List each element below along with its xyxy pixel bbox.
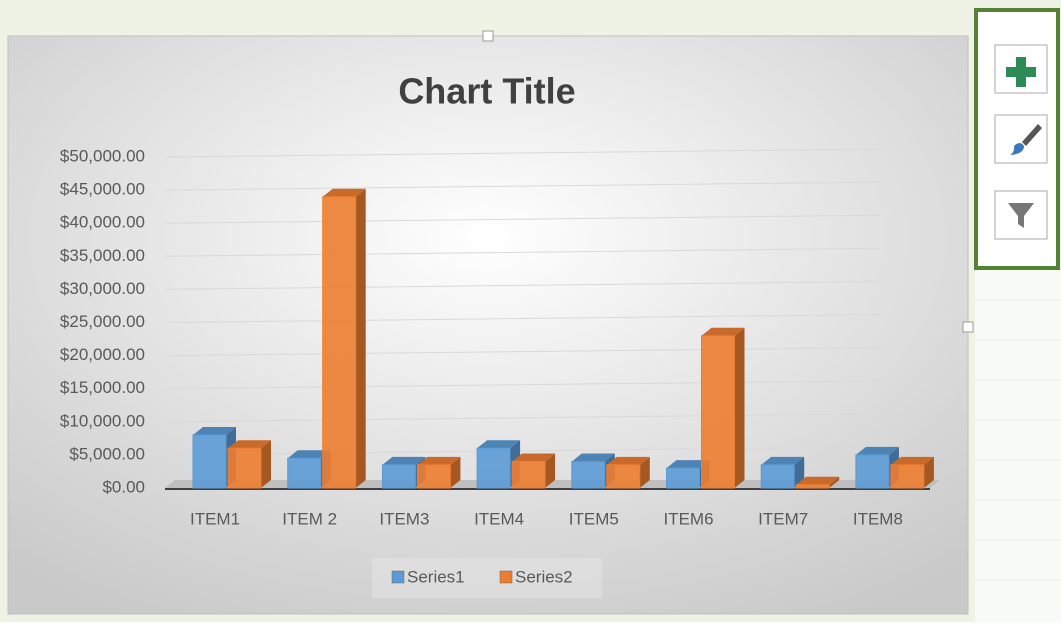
- resize-handle[interactable]: [483, 31, 493, 41]
- screen: Chart Title $0.00 $5,000.00 $10,000.00 $15,…: [0, 0, 1061, 622]
- bar: [477, 448, 510, 488]
- y-tick-label: $20,000.00: [60, 345, 145, 364]
- add-element-button[interactable]: [995, 45, 1047, 93]
- y-tick-label: $40,000.00: [60, 213, 145, 232]
- bar: [417, 465, 450, 488]
- page: Chart Title $0.00 $5,000.00 $10,000.00 $15,…: [0, 0, 1061, 627]
- resize-handle[interactable]: [963, 322, 973, 332]
- y-tick-label: $15,000.00: [60, 378, 145, 397]
- x-tick-label: ITEM3: [379, 509, 429, 528]
- x-tick-label: ITEM5: [569, 509, 619, 528]
- bar: [761, 465, 794, 488]
- x-tick-label: ITEM4: [474, 509, 524, 528]
- legend-label: Series1: [407, 567, 465, 586]
- legend-swatch: [500, 571, 512, 583]
- x-tick-label: ITEM1: [190, 509, 240, 528]
- x-tick-label: ITEM7: [758, 509, 808, 528]
- y-tick-label: $30,000.00: [60, 279, 145, 298]
- y-tick-label: $10,000.00: [60, 411, 145, 430]
- bar: [228, 448, 261, 488]
- y-tick-label: $45,000.00: [60, 180, 145, 199]
- bar: [667, 468, 700, 488]
- bar: [382, 465, 415, 488]
- bar: [607, 465, 640, 488]
- chart-title: Chart Title: [398, 71, 575, 112]
- sheet-area: [975, 270, 1061, 622]
- y-tick-label: $35,000.00: [60, 246, 145, 265]
- bar-side: [356, 189, 366, 488]
- legend-label: Series2: [515, 567, 573, 586]
- chart-filters-button[interactable]: [995, 191, 1047, 239]
- y-tick-label: $0.00: [102, 477, 145, 496]
- chart-styles-button[interactable]: [995, 115, 1047, 163]
- y-tick-label: $50,000.00: [60, 146, 145, 165]
- bar: [512, 462, 545, 488]
- bar-side: [735, 328, 745, 488]
- bar: [891, 465, 924, 488]
- bar: [288, 458, 321, 488]
- x-tick-label: ITEM6: [663, 509, 713, 528]
- x-tick-label: ITEM 2: [282, 509, 337, 528]
- bar: [702, 336, 735, 488]
- x-tick-label: ITEM8: [853, 509, 903, 528]
- bar: [856, 455, 889, 488]
- y-tick-label: $25,000.00: [60, 312, 145, 331]
- bar: [193, 435, 226, 488]
- bar-side: [261, 440, 271, 488]
- bar: [572, 462, 605, 488]
- bar: [796, 485, 829, 488]
- bar: [323, 197, 356, 488]
- legend-swatch: [392, 571, 404, 583]
- y-tick-label: $5,000.00: [69, 444, 145, 463]
